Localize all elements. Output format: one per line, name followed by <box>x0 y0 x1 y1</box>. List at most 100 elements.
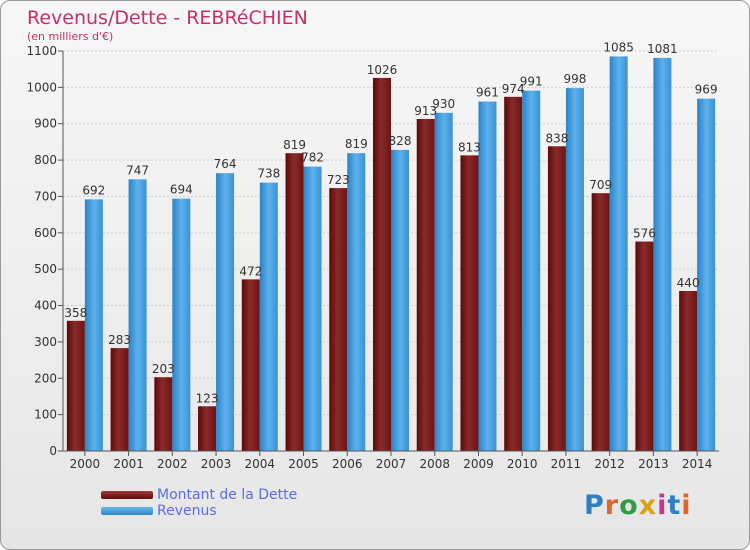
bar-revenue-2003 <box>216 173 235 451</box>
bar-debt-2001 <box>110 348 129 451</box>
chart-subtitle: (en milliers d'€) <box>27 30 114 43</box>
bar-debt-2013 <box>635 241 654 451</box>
logo-letter: i <box>681 490 692 521</box>
x-tick-label: 2004 <box>245 457 276 471</box>
bar-revenue-2001 <box>128 179 147 451</box>
bar-debt-2005 <box>285 153 304 451</box>
data-label-debt-2012: 709 <box>589 178 612 192</box>
data-label-debt-2007: 1026 <box>367 63 398 77</box>
bar-debt-2007 <box>373 77 391 451</box>
bar-debt-2006 <box>329 188 348 451</box>
y-tick-label: 1100 <box>26 44 57 58</box>
legend-item-debt: Montant de la Dette <box>101 487 297 503</box>
bar-revenue-2013 <box>653 57 672 452</box>
data-label-debt-2004: 472 <box>239 264 262 278</box>
data-label-debt-2010: 974 <box>502 82 525 96</box>
y-tick-label: 800 <box>34 153 57 167</box>
data-label-revenue-2000: 692 <box>82 183 105 197</box>
logo-letter: i <box>657 490 668 521</box>
data-label-revenue-2007: 828 <box>389 134 412 148</box>
logo-letter: x <box>638 490 658 521</box>
data-label-revenue-2001: 747 <box>126 163 149 177</box>
logo-letter: t <box>667 490 682 521</box>
data-label-revenue-2011: 998 <box>563 72 586 86</box>
legend-label-revenue: Revenus <box>157 503 217 519</box>
x-tick-label: 2013 <box>638 457 669 471</box>
x-tick-label: 2002 <box>157 457 188 471</box>
logo-letter: o <box>619 490 639 521</box>
y-tick-label: 1000 <box>26 80 57 94</box>
data-label-debt-2002: 203 <box>152 362 175 376</box>
x-tick-label: 2000 <box>70 457 101 471</box>
data-label-debt-2001: 283 <box>108 333 131 347</box>
bar-debt-2008 <box>416 119 435 451</box>
y-tick-label: 900 <box>34 117 57 131</box>
proxiti-logo: Proxiti <box>584 490 692 521</box>
bar-debt-2004 <box>241 279 260 451</box>
legend-item-revenue: Revenus <box>101 503 297 519</box>
data-label-debt-2008: 913 <box>414 104 437 118</box>
bar-revenue-2007 <box>391 149 409 451</box>
bar-revenue-2006 <box>347 153 366 451</box>
legend: Montant de la Dette Revenus <box>101 487 297 519</box>
bar-revenue-2009 <box>478 101 497 451</box>
y-tick-label: 100 <box>34 408 57 422</box>
x-tick-label: 2009 <box>463 457 494 471</box>
data-label-debt-2006: 723 <box>327 173 350 187</box>
x-tick-label: 2005 <box>288 457 319 471</box>
data-label-debt-2000: 358 <box>64 306 87 320</box>
bar-debt-2003 <box>198 406 217 451</box>
data-label-revenue-2008: 930 <box>432 97 455 111</box>
y-tick-label: 500 <box>34 262 57 276</box>
data-label-debt-2013: 576 <box>633 227 656 241</box>
data-label-debt-2005: 819 <box>283 138 306 152</box>
x-tick-label: 2007 <box>376 457 407 471</box>
data-label-revenue-2014: 969 <box>695 83 718 97</box>
bar-debt-2011 <box>547 146 566 452</box>
x-tick-label: 2014 <box>682 457 713 471</box>
bar-debt-2010 <box>504 96 523 452</box>
data-label-revenue-2005: 782 <box>301 151 324 165</box>
data-label-revenue-2010: 991 <box>520 75 543 89</box>
legend-label-debt: Montant de la Dette <box>157 487 298 503</box>
data-label-debt-2009: 813 <box>458 140 481 154</box>
x-tick-label: 2012 <box>594 457 625 471</box>
bar-debt-2002 <box>154 377 173 451</box>
bar-revenue-2002 <box>172 198 191 451</box>
y-tick-label: 300 <box>34 335 57 349</box>
x-tick-label: 2001 <box>113 457 144 471</box>
logo-letter: r <box>604 490 620 521</box>
data-label-revenue-2003: 764 <box>214 157 237 171</box>
bar-revenue-2014 <box>697 98 716 452</box>
bar-debt-2012 <box>591 193 610 451</box>
x-tick-label: 2010 <box>507 457 538 471</box>
x-tick-label: 2003 <box>201 457 232 471</box>
y-tick-label: 600 <box>34 226 57 240</box>
bar-revenue-2004 <box>259 182 278 452</box>
bar-revenue-2005 <box>303 166 322 452</box>
chart-title: Revenus/Dette - REBRéCHIEN <box>27 7 308 29</box>
bar-debt-2009 <box>460 155 479 451</box>
y-tick-label: 400 <box>34 299 57 313</box>
bar-revenue-2011 <box>565 88 584 451</box>
data-label-revenue-2013: 1081 <box>647 42 678 56</box>
y-tick-label: 200 <box>34 371 57 385</box>
y-tick-label: 700 <box>34 189 57 203</box>
data-label-debt-2014: 440 <box>677 276 700 290</box>
legend-swatch-revenue <box>101 507 153 515</box>
x-tick-label: 2011 <box>551 457 582 471</box>
data-label-revenue-2004: 738 <box>257 167 280 181</box>
bar-revenue-2010 <box>522 90 541 452</box>
data-label-debt-2011: 838 <box>545 131 568 145</box>
data-label-revenue-2012: 1085 <box>603 40 634 54</box>
bar-revenue-2008 <box>434 112 453 452</box>
bar-revenue-2012 <box>609 56 628 452</box>
legend-swatch-debt <box>101 491 153 499</box>
bar-debt-2000 <box>66 320 85 451</box>
data-label-debt-2003: 123 <box>196 391 219 405</box>
data-label-revenue-2002: 694 <box>170 183 193 197</box>
data-label-revenue-2009: 961 <box>476 86 499 100</box>
y-tick-label: 0 <box>49 444 57 458</box>
